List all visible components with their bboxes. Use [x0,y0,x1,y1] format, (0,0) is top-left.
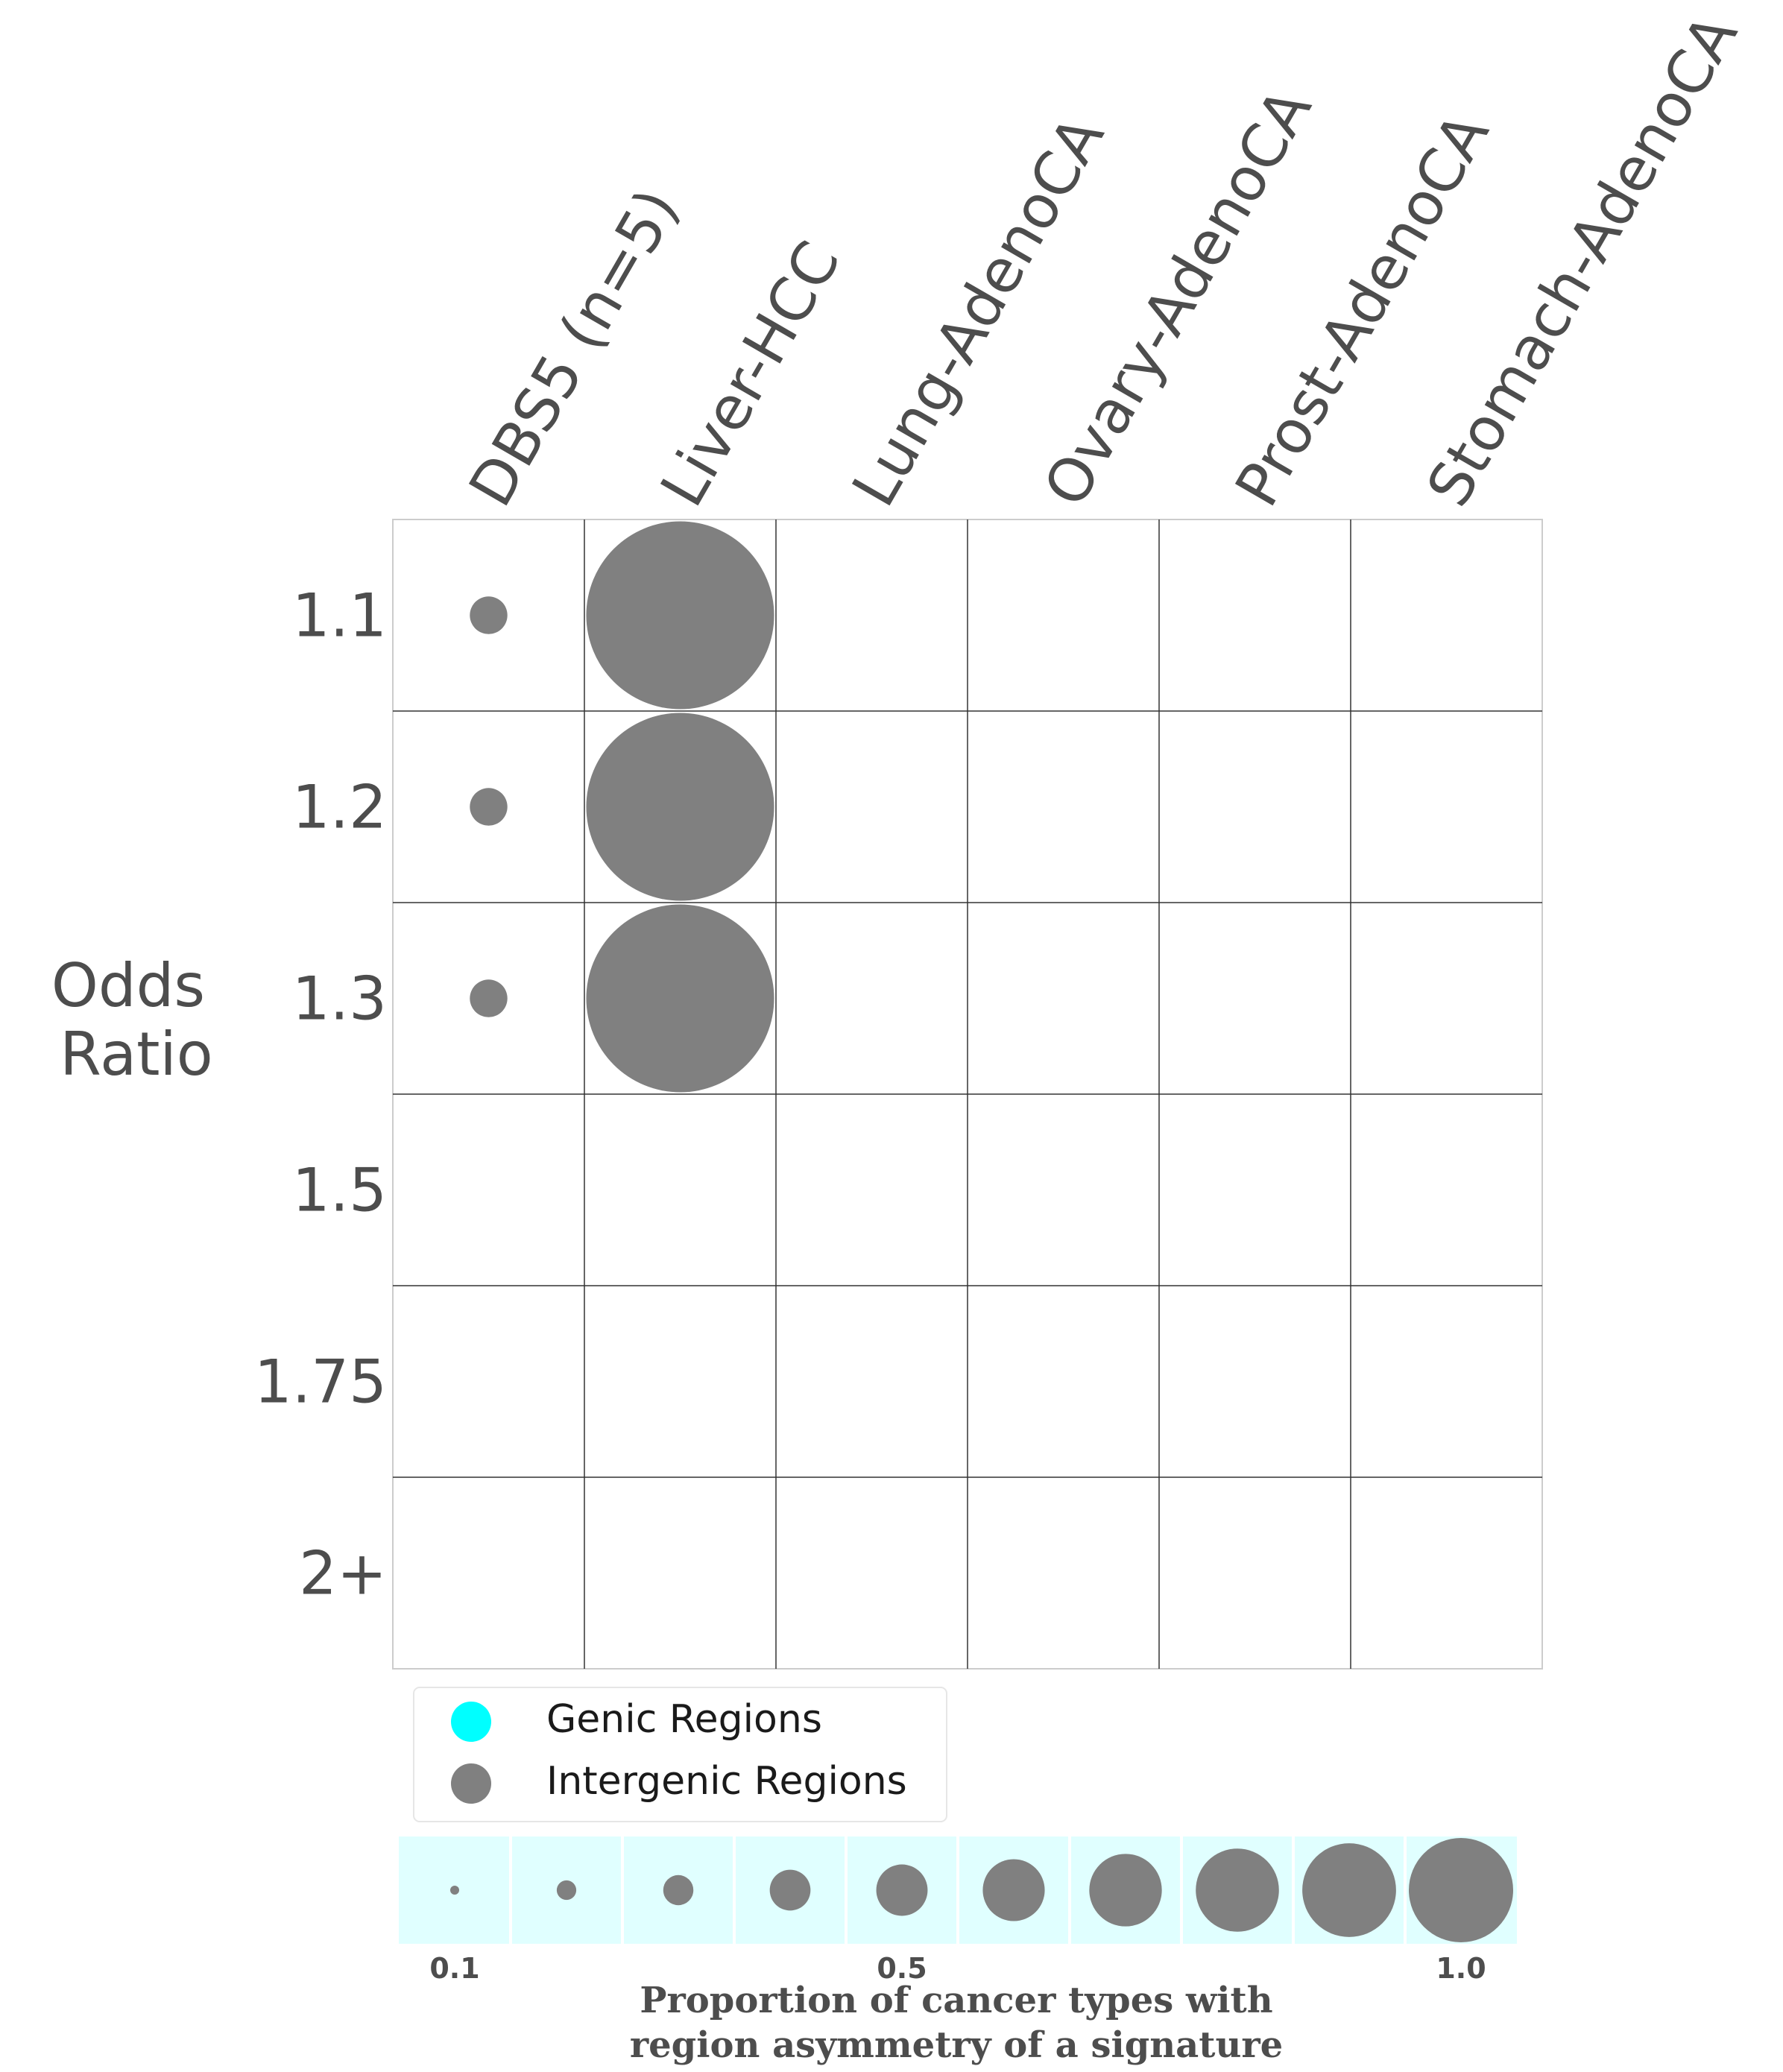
bubble-liver-hcc-1-1 [586,521,774,710]
bubbles [470,521,774,1093]
size-legend: 0.1 0.5 1.0 [399,1836,1517,1985]
size-legend-bubble-0-3 [663,1874,694,1906]
column-label-liver-hcc: Liver-HCC [647,230,853,518]
legend-label-intergenic: Intergenic Regions [546,1759,907,1804]
bubble-dbs5-n-5-1-1 [470,596,508,634]
size-legend-bubble-0-5 [876,1864,928,1916]
size-legend-bubble-0-9 [1302,1843,1396,1937]
size-legend-bubble-1 [1409,1838,1513,1942]
legend-box [413,1687,947,1822]
y-axis-label-line2: Ratio [60,1020,212,1089]
size-legend-title-line2: region asymmetry of a signature [630,2024,1283,2066]
size-legend-tick-1-0: 1.0 [1436,1952,1486,1985]
row-label-2: 2+ [299,1539,387,1608]
row-labels: 1.1 1.2 1.3 1.5 1.75 2+ [254,581,387,1608]
column-label-stomach-adenoca: Stomach-AdenoCA [1413,3,1750,518]
size-legend-bubble-0-4 [769,1869,811,1911]
size-legend-tick-0-5: 0.5 [877,1952,927,1985]
bubble-dbs5-n-5-1-2 [470,788,508,826]
size-legend-bubble-0-8 [1196,1848,1279,1932]
legend: Genic Regions Intergenic Regions [413,1687,947,1822]
size-legend-bubble-0-1 [450,1886,459,1895]
row-label-1-3: 1.3 [292,964,387,1034]
legend-marker-genic [451,1702,491,1742]
row-label-1-75: 1.75 [254,1348,387,1417]
grid [392,519,1543,1670]
row-label-1-5: 1.5 [292,1156,387,1225]
row-label-1-2: 1.2 [292,773,387,842]
bubble-liver-hcc-1-2 [586,713,774,901]
size-legend-title-line1: Proportion of cancer types with [640,1980,1272,2021]
row-label-1-1: 1.1 [292,581,387,651]
legend-marker-intergenic [451,1763,491,1804]
legend-label-genic: Genic Regions [546,1697,822,1742]
size-legend-bubble-0-2 [556,1880,577,1901]
column-labels: DBS5 (n=5)Liver-HCCLung-AdenoCAOvary-Ade… [455,3,1750,518]
y-axis-label-line1: Odds [51,951,205,1020]
size-legend-tick-0-1: 0.1 [429,1952,479,1985]
bubble-liver-hcc-1-3 [586,904,774,1093]
bubble-dbs5-n-5-1-3 [470,979,508,1017]
size-legend-bubble-0-7 [1089,1854,1162,1927]
size-legend-bubble-0-6 [982,1859,1045,1921]
